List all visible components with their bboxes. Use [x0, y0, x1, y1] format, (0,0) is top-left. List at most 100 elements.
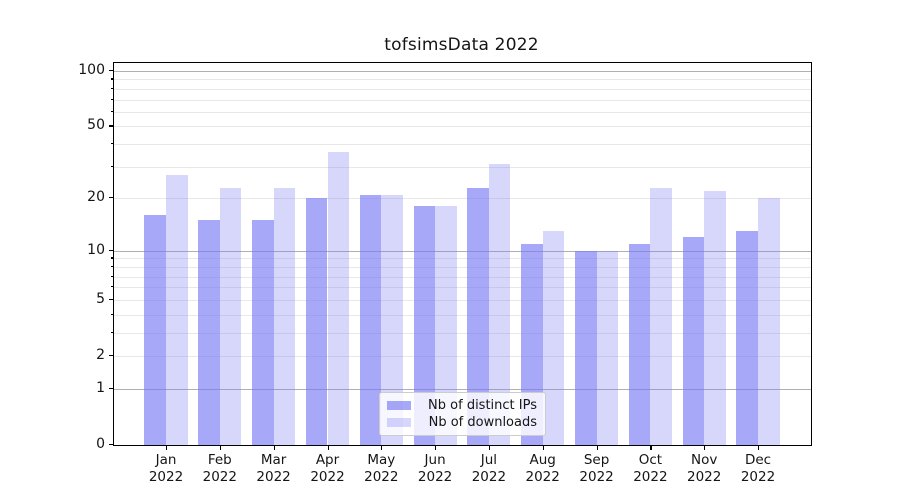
y-tick-mark — [109, 387, 113, 389]
grid-layer — [114, 63, 811, 445]
bar-downloads-dec — [758, 198, 780, 445]
x-tick-mark — [650, 446, 652, 450]
bar-downloads-jul — [488, 164, 511, 445]
legend-label-distinct-ips: Nb of distinct IPs — [428, 398, 537, 413]
gridline — [114, 99, 811, 101]
gridline — [114, 314, 811, 316]
x-tick-mark — [758, 446, 760, 450]
bar-distinct-ips-feb — [198, 220, 220, 445]
legend-swatch-downloads — [387, 418, 411, 427]
y-minor-tick-mark — [110, 125, 113, 127]
gridline — [114, 166, 811, 168]
y-tick-label: 20 — [87, 189, 105, 206]
y-tick-label: 100 — [78, 62, 105, 78]
plot-area: Nb of distinct IPs Nb of downloads — [113, 62, 812, 446]
y-tick-mark — [109, 249, 113, 251]
y-minor-tick-mark — [110, 313, 113, 315]
y-tick-label: 5 — [96, 290, 105, 307]
y-tick-label: 1 — [96, 379, 105, 396]
x-tick-label: Dec 2022 — [740, 452, 776, 485]
bar-layer — [114, 63, 811, 445]
x-tick-label: Nov 2022 — [687, 452, 722, 485]
x-tick-label: Sep 2022 — [579, 452, 614, 485]
x-tick-label: Oct 2022 — [633, 452, 668, 485]
gridline — [114, 71, 811, 72]
x-tick-label: Jul 2022 — [471, 452, 507, 485]
gridline — [114, 388, 811, 390]
bar-downloads-aug — [542, 231, 565, 445]
x-tick-mark — [435, 446, 437, 450]
bar-distinct-ips-mar — [252, 220, 274, 445]
x-tick-label: Aug 2022 — [525, 452, 560, 485]
y-tick-label: 2 — [96, 346, 105, 363]
y-tick-mark — [109, 444, 113, 446]
gridline — [114, 258, 811, 260]
bar-distinct-ips-apr — [305, 198, 328, 445]
x-tick-mark — [596, 446, 598, 450]
y-tick-label: 10 — [87, 241, 105, 258]
bar-downloads-jan — [166, 175, 188, 445]
x-tick-label: Apr 2022 — [310, 452, 345, 485]
gridline — [114, 266, 811, 268]
x-tick-mark — [166, 446, 168, 450]
x-tick-mark — [488, 446, 491, 450]
chart-title: tofsimsData 2022 — [384, 35, 539, 55]
bar-distinct-ips-oct — [628, 243, 651, 445]
x-tick-mark — [273, 446, 275, 450]
gridline — [114, 299, 811, 301]
bar-downloads-sep — [596, 250, 619, 445]
y-minor-tick-mark — [110, 355, 113, 357]
x-tick-mark — [381, 446, 383, 450]
legend-label-downloads: Nb of downloads — [428, 415, 537, 430]
y-minor-tick-mark — [110, 78, 113, 80]
gridline — [114, 126, 811, 128]
x-tick-label: Jan 2022 — [148, 452, 184, 485]
gridline — [114, 332, 811, 334]
y-minor-tick-mark — [110, 298, 113, 300]
x-tick-mark — [704, 446, 706, 450]
x-tick-mark — [327, 446, 329, 450]
gridline — [114, 88, 811, 90]
bar-distinct-ips-dec — [736, 231, 758, 445]
y-minor-tick-mark — [110, 98, 113, 100]
legend-item-distinct-ips: Nb of distinct IPs — [387, 398, 537, 413]
gridline — [114, 198, 811, 200]
gridline — [114, 111, 811, 113]
bar-distinct-ips-jun — [413, 206, 436, 445]
y-minor-tick-mark — [110, 265, 113, 268]
x-tick-label: Feb 2022 — [202, 452, 237, 485]
y-minor-tick-mark — [110, 275, 113, 277]
gridline — [114, 250, 811, 252]
gridline — [114, 79, 811, 81]
y-minor-tick-mark — [110, 257, 113, 259]
legend: Nb of distinct IPs Nb of downloads — [379, 392, 546, 436]
gridline — [114, 144, 811, 146]
bar-distinct-ips-nov — [682, 237, 705, 445]
gridline — [114, 356, 811, 357]
bar-downloads-may — [381, 194, 403, 445]
legend-item-downloads: Nb of downloads — [387, 415, 537, 430]
y-minor-tick-mark — [110, 143, 113, 145]
bar-downloads-apr — [327, 152, 350, 445]
bar-distinct-ips-jul — [467, 187, 489, 445]
x-tick-mark — [219, 446, 221, 450]
gridline — [114, 276, 811, 278]
bar-distinct-ips-jan — [144, 215, 166, 445]
y-tick-label: 50 — [87, 117, 105, 134]
bar-distinct-ips-may — [359, 194, 382, 445]
x-tick-label: Jun 2022 — [417, 452, 453, 485]
bar-distinct-ips-sep — [575, 250, 597, 445]
bar-downloads-mar — [273, 187, 296, 445]
legend-swatch-distinct-ips — [387, 401, 411, 410]
y-tick-mark — [109, 70, 113, 72]
y-minor-tick-mark — [110, 110, 113, 113]
y-minor-tick-mark — [110, 286, 113, 288]
y-minor-tick-mark — [110, 87, 113, 90]
bar-downloads-feb — [219, 187, 242, 445]
y-tick-label: 0 — [96, 436, 105, 452]
x-tick-label: May 2022 — [364, 452, 399, 485]
bar-downloads-nov — [704, 190, 726, 445]
y-minor-tick-mark — [110, 331, 113, 333]
y-minor-tick-mark — [110, 165, 113, 167]
